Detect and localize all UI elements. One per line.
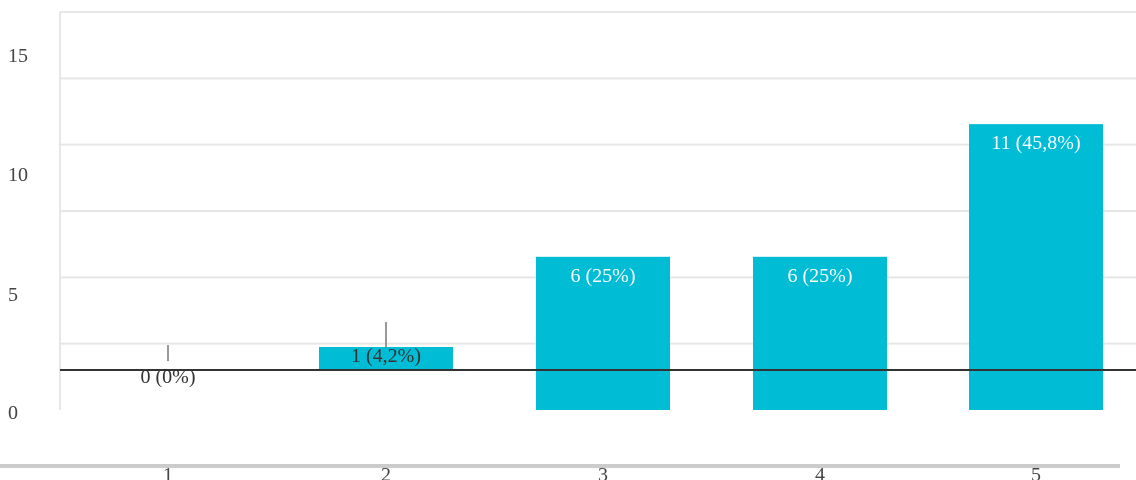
bars <box>167 124 1103 410</box>
y-tick-label: 10 <box>8 164 28 186</box>
y-tick-label: 5 <box>8 284 18 306</box>
data-label-3: 6 (25%) <box>571 265 636 287</box>
x-tick-label: 5 <box>1031 464 1041 480</box>
x-tick-label: 4 <box>815 464 825 480</box>
data-label-5: 11 (45,8%) <box>991 132 1080 154</box>
x-tick-label: 2 <box>381 464 391 480</box>
y-tick-label: 15 <box>8 45 28 67</box>
data-labels: 0 (0%) 1 (4,2%) 6 (25%) 6 (25%) 11 (45,8%) <box>141 132 1081 388</box>
data-label-2: 1 (4,2%) <box>351 345 421 367</box>
y-tick-label: 0 <box>8 402 18 424</box>
bar-5 <box>969 124 1103 410</box>
bar-3 <box>536 256 670 410</box>
bar-2 <box>319 347 453 370</box>
data-label-4: 6 (25%) <box>788 265 853 287</box>
axis-ticks: 0 5 10 15 1 2 3 4 5 <box>8 45 1041 480</box>
data-label-1: 0 (0%) <box>141 366 196 388</box>
gridlines <box>0 11 1136 468</box>
bar-4 <box>753 256 887 410</box>
x-tick-label: 3 <box>598 464 608 480</box>
x-tick-label: 1 <box>163 464 173 480</box>
